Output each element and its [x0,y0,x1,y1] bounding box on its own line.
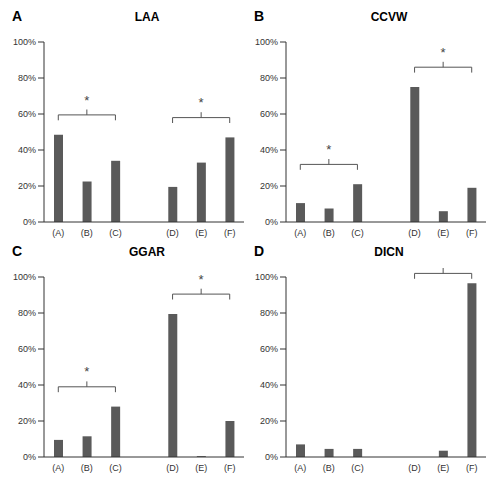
html-text:CCVW: CCVW [370,10,408,24]
svg-text:(D): (D) [408,228,421,238]
svg-text:(B): (B) [81,463,93,473]
html-text:B: B [254,8,265,24]
svg-text:(C): (C) [351,463,364,473]
svg-text:(B): (B) [81,228,93,238]
svg-text:0%: 0% [23,217,36,227]
svg-text:60%: 60% [260,109,278,119]
svg-text:100%: 100% [255,37,278,47]
html-text:GGAR: GGAR [129,245,165,259]
svg-text:(A): (A) [52,228,64,238]
svg-text:(F): (F) [224,228,236,238]
svg-text:(A): (A) [294,228,306,238]
svg-text:(D): (D) [166,228,179,238]
svg-text:(B): (B) [323,228,335,238]
svg-text:(F): (F) [466,228,478,238]
svg-text:*: * [326,142,331,157]
svg-text:60%: 60% [18,109,36,119]
svg-text:*: * [441,259,446,266]
svg-text:40%: 40% [260,380,278,390]
svg-text:80%: 80% [18,308,36,318]
svg-text:*: * [84,364,89,379]
svg-text:60%: 60% [18,344,36,354]
html-text:C: C [12,243,23,259]
svg-text:(C): (C) [109,228,122,238]
svg-text:80%: 80% [260,73,278,83]
svg-text:(D): (D) [166,463,179,473]
svg-text:100%: 100% [13,272,36,282]
svg-text:(E): (E) [437,463,449,473]
svg-text:(A): (A) [52,463,64,473]
svg-text:80%: 80% [18,73,36,83]
svg-text:(A): (A) [294,463,306,473]
html-text:A: A [12,8,23,24]
svg-text:100%: 100% [255,272,278,282]
svg-text:20%: 20% [18,181,36,191]
svg-text:40%: 40% [18,145,36,155]
svg-text:20%: 20% [18,416,36,426]
svg-text:(E): (E) [195,228,207,238]
html-text:DICN: DICN [374,245,404,259]
svg-text:20%: 20% [260,181,278,191]
html-text:LAA: LAA [134,10,160,24]
svg-text:(B): (B) [323,463,335,473]
svg-text:(F): (F) [466,463,478,473]
svg-text:(F): (F) [224,463,236,473]
svg-text:(C): (C) [109,463,122,473]
svg-text:100%: 100% [13,37,36,47]
svg-text:20%: 20% [260,416,278,426]
svg-text:*: * [441,45,446,60]
svg-text:40%: 40% [260,145,278,155]
svg-text:(E): (E) [195,463,207,473]
svg-text:(E): (E) [437,228,449,238]
svg-text:0%: 0% [23,452,36,462]
svg-text:(C): (C) [351,228,364,238]
svg-text:0%: 0% [265,452,278,462]
svg-text:(D): (D) [408,463,421,473]
svg-text:0%: 0% [265,217,278,227]
svg-text:40%: 40% [18,380,36,390]
html-text:D: D [254,243,265,259]
svg-text:*: * [84,93,89,108]
svg-text:80%: 80% [260,308,278,318]
svg-text:*: * [199,272,204,287]
svg-text:*: * [199,95,204,110]
svg-text:60%: 60% [260,344,278,354]
